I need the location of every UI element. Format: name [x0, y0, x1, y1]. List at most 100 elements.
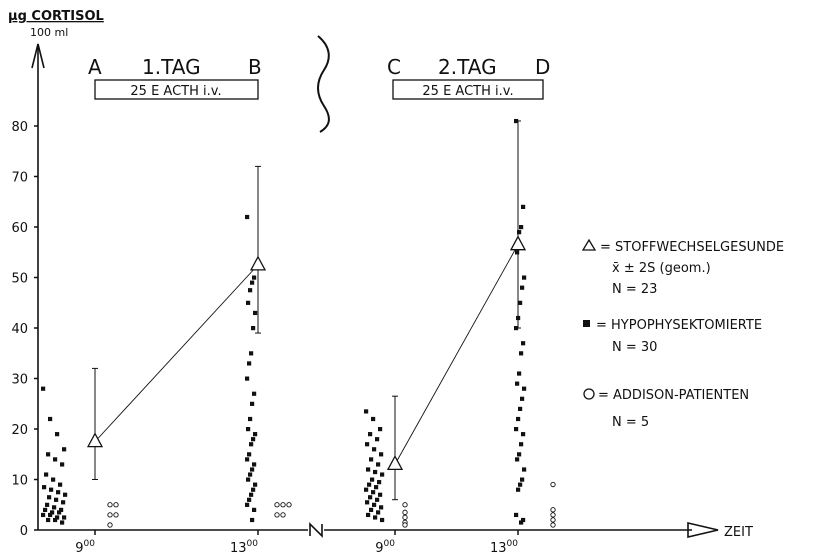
- x-axis-break: [309, 522, 323, 538]
- legend: = STOFFWECHSELGESUNDE x̄ ± 2S (geom.) N …: [581, 238, 784, 430]
- hypophysectomized-point: [366, 512, 371, 518]
- addison-point: [550, 522, 556, 528]
- x-axis-label: ZEIT: [724, 525, 753, 540]
- hypophysectomized-point: [521, 341, 526, 346]
- hypophysectomized-point: [368, 432, 373, 437]
- hypophysectomized-point: [47, 495, 52, 500]
- hypophysectomized-point: [253, 432, 258, 437]
- x-tick-label: 900: [75, 539, 95, 556]
- hypophysectomized-point: [515, 457, 520, 462]
- y-tick-label: 60: [11, 221, 28, 236]
- hypophysectomized-point: [60, 462, 65, 467]
- hypophysectomized-point: [522, 275, 527, 280]
- hypophysectomized-point: [516, 487, 521, 492]
- hypophysectomized-point: [62, 447, 67, 452]
- y-tick-label: 0: [20, 524, 28, 539]
- hypophysectomized-point: [250, 401, 255, 406]
- hypophysectomized-point: [520, 285, 525, 290]
- hypophysectomized-point: [245, 214, 250, 220]
- addison-point: [402, 502, 408, 508]
- hypophysectomized-point: [59, 507, 64, 512]
- hypophysectomized-point: [249, 351, 254, 356]
- mean-triangle-marker: [509, 235, 527, 251]
- addison-point: [280, 512, 286, 518]
- hypophysectomized-point: [49, 487, 54, 492]
- legend-square-icon: [583, 320, 590, 327]
- hypophysectomized-point: [247, 361, 252, 366]
- hypophysectomized-point: [41, 512, 46, 518]
- hypophysectomized-point: [55, 432, 60, 437]
- hypophysectomized-point: [376, 510, 381, 515]
- hypophysectomized-point: [365, 442, 370, 447]
- hypophysectomized-point: [245, 457, 250, 462]
- hypophysectomized-point: [57, 510, 62, 515]
- hypophysectomized-point: [371, 416, 376, 422]
- hypophysectomized-point: [56, 490, 61, 495]
- hypophysectomized-point: [42, 485, 47, 490]
- y-tick-label: 70: [11, 171, 28, 186]
- day2-acth-box: [392, 79, 544, 100]
- hypophysectomized-point: [245, 376, 250, 381]
- x-axis-arrow: [687, 521, 719, 539]
- addison-point: [274, 502, 280, 508]
- addison-point: [550, 517, 556, 523]
- day2-acth-label: 25 E ACTH i.v.: [422, 84, 513, 99]
- hypophysectomized-point: [377, 480, 382, 485]
- addison-point: [113, 512, 119, 518]
- hypophysectomized-point: [248, 288, 253, 293]
- hypophysectomized-point: [249, 492, 254, 497]
- hypophysectomized-point: [514, 427, 519, 432]
- day1-acth-label: 25 E ACTH i.v.: [130, 84, 221, 99]
- hypophysectomized-point: [50, 510, 55, 515]
- hypophysectomized-point: [521, 204, 526, 209]
- x-ticks: 900 1300 900 1300: [75, 530, 519, 556]
- addison-point: [107, 502, 113, 508]
- hypophysectomized-point: [252, 462, 257, 467]
- hypophysectomized-point: [378, 492, 383, 497]
- hypophysectomized-point: [373, 469, 378, 475]
- day-break-wavy-line: [317, 35, 330, 133]
- hypophysectomized-point: [370, 477, 375, 482]
- x-tick-label: 1300: [230, 539, 258, 556]
- hypophysectomized-point: [517, 371, 522, 376]
- addison-point: [286, 502, 292, 508]
- y-tick-label: 40: [11, 322, 28, 337]
- hypophysectomized-point: [380, 472, 385, 477]
- hypophysectomized-point: [516, 315, 521, 321]
- hypophysectomized-point: [247, 452, 252, 457]
- hypophysectomized-point: [43, 507, 48, 512]
- hypophysectomized-point: [248, 416, 253, 422]
- hypophysectomized-point: [519, 520, 524, 525]
- hypophysectomized-point: [51, 477, 56, 482]
- hypophysectomized-point: [41, 386, 46, 391]
- hypophysectomized-point: [373, 515, 378, 520]
- hypophysectomized-point: [369, 507, 374, 512]
- hypophysectomized-point: [375, 497, 380, 502]
- addison-point: [402, 509, 408, 515]
- hypophysectomized-point: [520, 477, 525, 482]
- mean-triangle-marker: [386, 454, 404, 471]
- legend-item-healthy-stats: x̄ ± 2S (geom.): [612, 261, 711, 276]
- day2-title: 2.TAG: [438, 55, 497, 79]
- hypophysectomized-point: [518, 482, 523, 487]
- day2-marker-end: D: [535, 55, 550, 79]
- hypophysectomized-point: [44, 472, 49, 477]
- mean-triangle-marker: [249, 255, 267, 271]
- mean-connector-line: [94, 264, 259, 442]
- y-tick-label: 50: [11, 272, 28, 287]
- legend-item-addison-n: N = 5: [612, 415, 649, 430]
- hypophysectomized-point: [521, 517, 526, 523]
- hypophysectomized-point: [369, 457, 374, 462]
- hypophysectomized-point: [514, 512, 519, 518]
- hypophysectomized-point: [364, 409, 369, 414]
- hypophysectomized-point: [251, 487, 256, 492]
- y-tick-label: 10: [11, 474, 28, 489]
- hypophysectomized-point: [364, 487, 369, 492]
- addison-point: [402, 514, 408, 521]
- addison-point: [107, 512, 113, 518]
- hypophysectomized-point: [365, 500, 370, 505]
- hypophysectomized-point: [367, 482, 372, 487]
- day1-marker-start: A: [88, 55, 102, 79]
- hypophysectomized-point: [374, 485, 379, 490]
